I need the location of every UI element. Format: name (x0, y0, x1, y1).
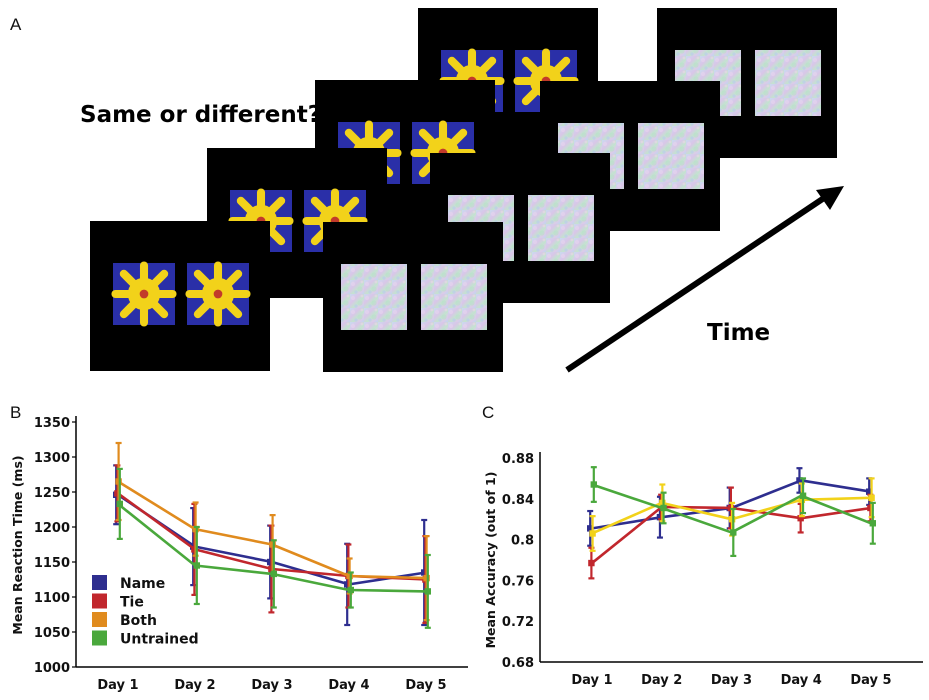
data-point (799, 492, 807, 499)
y-tick-label: 1000 (34, 661, 70, 676)
data-point (270, 570, 277, 578)
stimulus-screen (90, 221, 270, 371)
data-point (347, 586, 354, 594)
series-3 (116, 467, 431, 629)
series-2 (589, 477, 875, 552)
data-point (796, 477, 803, 484)
y-tick-label: 0.88 (502, 452, 534, 467)
data-point (866, 488, 873, 495)
data-point (659, 499, 666, 507)
data-point (869, 520, 876, 527)
data-point (191, 546, 198, 553)
time-label: Time (707, 320, 770, 346)
data-point (192, 525, 199, 533)
accuracy-chart: Mean Accuracy (out of 1) 0.68 0.72 0.76 0.8… (483, 452, 923, 688)
reaction-time-chart: Mean Reaction Time (ms) 1000 1050 1100 1150… (10, 416, 468, 693)
panel-label-a: A (10, 15, 22, 34)
data-point (344, 581, 351, 588)
x-tick-label: Day 2 (641, 673, 682, 688)
question-text: Same or different? (80, 102, 321, 128)
legend-swatch (92, 575, 107, 590)
data-point (421, 569, 428, 576)
y-tick-label: 0.84 (502, 493, 534, 508)
series-3 (590, 466, 876, 558)
y-tick-label: 1050 (34, 626, 70, 641)
x-tick-label: Day 4 (781, 673, 822, 688)
y-tick-label: 1100 (34, 591, 70, 606)
x-tick-label: Day 2 (174, 678, 215, 693)
data-point (868, 494, 875, 501)
y-axis-label-c: Mean Accuracy (out of 1) (483, 472, 498, 649)
data-point (590, 481, 597, 488)
x-tick-label: Day 5 (405, 678, 446, 693)
y-tick-label: 0.8 (511, 534, 534, 549)
series-2 (115, 441, 430, 622)
y-tick-label: 1300 (34, 451, 70, 466)
y-tick-label: 1350 (34, 416, 70, 431)
y-tick-label: 1200 (34, 521, 70, 536)
data-point (268, 565, 275, 573)
data-point (867, 504, 874, 512)
time-arrow (565, 186, 844, 373)
data-point (115, 478, 122, 485)
legend-label: Tie (120, 595, 144, 611)
panel-label-c: C (482, 403, 494, 422)
x-tick-label: Day 5 (850, 673, 891, 688)
data-point (114, 490, 121, 497)
y-tick-label: 0.72 (502, 615, 534, 630)
data-point (656, 513, 664, 521)
y-tick-label: 0.76 (502, 574, 534, 589)
trial-schematic (90, 8, 837, 372)
data-point (193, 562, 200, 569)
data-point (660, 504, 667, 512)
data-point (798, 496, 806, 504)
x-tick-label: Day 1 (571, 673, 612, 688)
y-tick-label: 0.68 (502, 656, 534, 671)
y-axis-label-b: Mean Reaction Time (ms) (10, 455, 25, 634)
mask-screen (323, 222, 503, 372)
data-point (423, 574, 430, 582)
y-tick-label: 1150 (34, 556, 70, 571)
data-point (346, 572, 353, 580)
legend-swatch (92, 593, 107, 609)
data-point (269, 541, 276, 548)
legend-label: Name (120, 576, 165, 592)
panel-label-b: B (10, 403, 21, 422)
legend-label: Both (120, 613, 157, 629)
data-point (267, 558, 274, 566)
legend-swatch (92, 612, 107, 627)
data-point (728, 516, 736, 523)
legend-swatch (92, 630, 107, 646)
legend-label: Untrained (120, 632, 199, 648)
x-tick-label: Day 4 (328, 678, 369, 693)
x-tick-label: Day 3 (711, 673, 752, 688)
data-point (116, 500, 123, 508)
data-point (797, 514, 804, 522)
x-tick-label: Day 1 (97, 678, 138, 693)
y-tick-label: 1250 (34, 486, 70, 501)
data-point (589, 530, 596, 537)
data-point (588, 559, 595, 567)
data-point (730, 529, 737, 536)
data-point (424, 588, 431, 595)
data-point (587, 525, 594, 532)
x-tick-label: Day 3 (251, 678, 292, 693)
